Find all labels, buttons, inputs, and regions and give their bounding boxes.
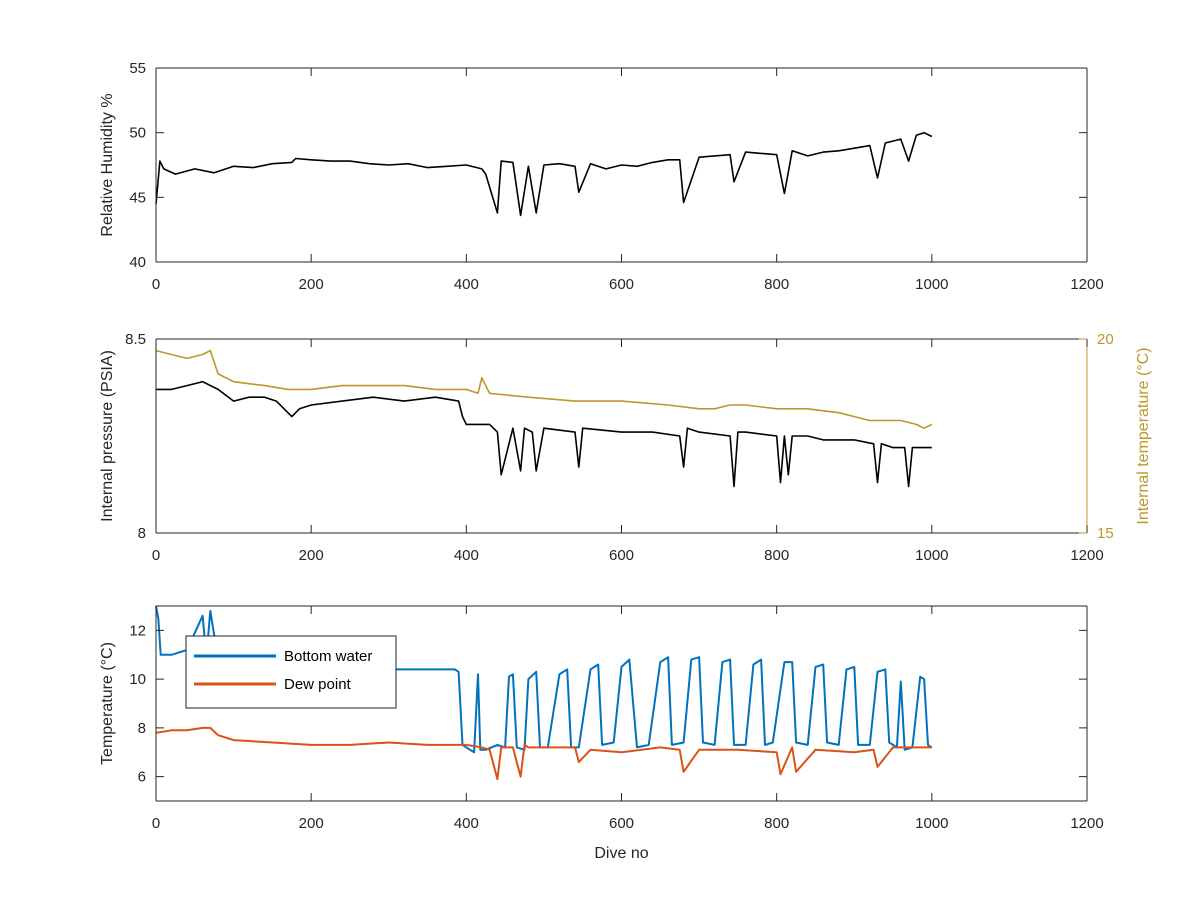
y-axis-label: Temperature (°C) — [99, 642, 116, 765]
y-tick-label: 10 — [129, 671, 146, 688]
x-tick-label: 200 — [299, 815, 324, 832]
x-tick-label: 0 — [152, 276, 160, 293]
subplot-2: 0 200 400 600 800 1000 1200 8 8.5 15 20 Internal pr… — [99, 331, 1152, 564]
y2-axis-label: Internal temperature (°C) — [1135, 347, 1152, 524]
y2-tick-label: 15 — [1097, 525, 1114, 542]
x-tick-label: 400 — [454, 815, 479, 832]
x-tick-label: 400 — [454, 547, 479, 564]
series-group — [155, 605, 933, 781]
x-tick-label: 800 — [764, 276, 789, 293]
y-tick-label: 8.5 — [125, 331, 146, 348]
x-tick-label: 0 — [152, 815, 160, 832]
x-tick-label: 400 — [454, 276, 479, 293]
y-tick-label: 8 — [138, 720, 146, 737]
series-line-1 — [155, 131, 933, 217]
plot-area — [156, 339, 1087, 533]
x-tick-label: 800 — [764, 815, 789, 832]
x-tick-label: 1000 — [915, 276, 948, 293]
legend-label: Bottom water — [284, 648, 372, 665]
y-tick-label: 8 — [138, 525, 146, 542]
subplot-3: 0 200 400 600 800 1000 1200 6 8 10 12 Temperature (… — [99, 605, 1104, 862]
series-line-bottom-water — [155, 605, 933, 754]
y-axis-label: Relative Humidity % — [99, 93, 116, 236]
series-group — [155, 349, 933, 488]
legend-box — [185, 635, 397, 709]
series-line-dew-point — [155, 726, 932, 781]
subplot-1: 0 200 400 600 800 1000 1200 40 45 50 55 Relative Hu… — [99, 60, 1104, 293]
x-tick-label: 1200 — [1070, 815, 1103, 832]
series-line-1 — [156, 380, 932, 488]
x-tick-label: 800 — [764, 547, 789, 564]
x-tick-label: 0 — [152, 547, 160, 564]
series-group — [155, 131, 933, 217]
x-axis-label: Dive no — [594, 845, 648, 862]
y-tick-label: 40 — [129, 254, 146, 271]
legend: Bottom water Dew point — [185, 635, 397, 709]
y-tick-label: 6 — [138, 769, 146, 786]
y-tick-label: 50 — [129, 125, 146, 142]
y2-tick-label: 20 — [1097, 331, 1114, 348]
y-axis-label: Internal pressure (PSIA) — [99, 350, 116, 522]
y-tick-label: 12 — [129, 622, 146, 639]
legend-label: Dew point — [284, 676, 352, 693]
y-tick-label: 55 — [129, 60, 146, 77]
y-tick-label: 45 — [129, 189, 146, 206]
series-line-2 — [155, 349, 933, 430]
x-tick-label: 200 — [299, 547, 324, 564]
x-tick-label: 1000 — [915, 547, 948, 564]
x-tick-label: 1200 — [1070, 276, 1103, 293]
x-tick-label: 600 — [609, 276, 634, 293]
x-tick-label: 600 — [609, 547, 634, 564]
x-tick-label: 200 — [299, 276, 324, 293]
x-tick-label: 1200 — [1070, 547, 1103, 564]
x-tick-label: 600 — [609, 815, 634, 832]
x-tick-label: 1000 — [915, 815, 948, 832]
